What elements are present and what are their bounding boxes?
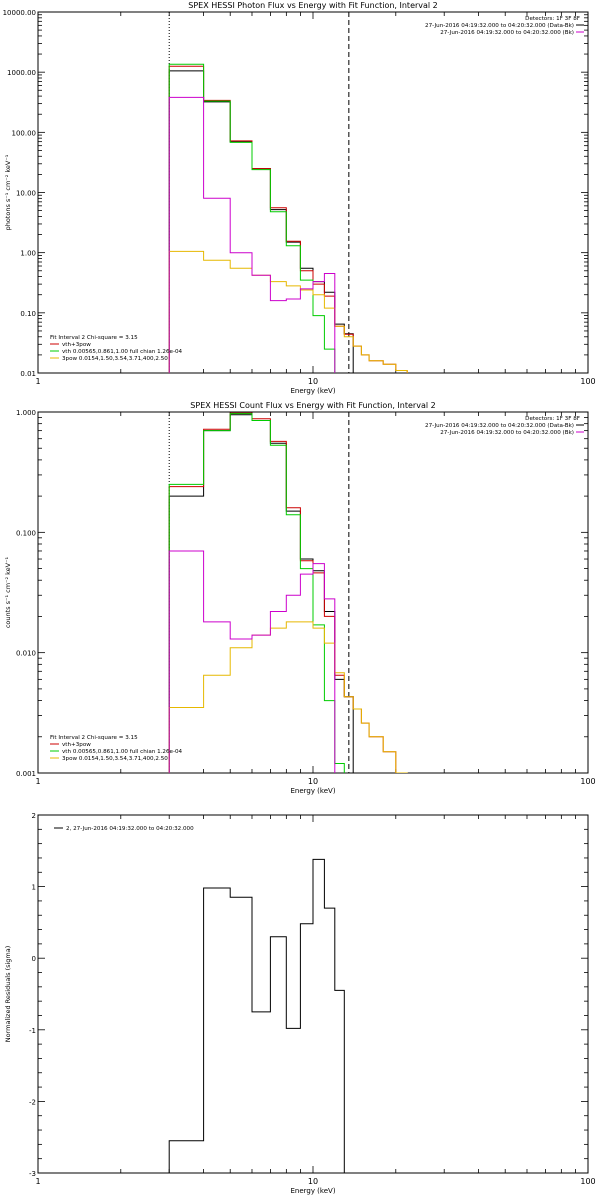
series-line-vth: [168, 413, 345, 773]
y-tick-label: 10.00: [16, 190, 36, 198]
y-axis-label: photons s⁻¹ cm⁻² keV⁻¹: [4, 154, 12, 230]
legend-entry: 27-Jun-2016 04:19:32.000 to 04:20:32.000…: [440, 430, 574, 436]
x-tick-label: 1: [35, 377, 40, 386]
x-tick-label: 10: [308, 1177, 318, 1186]
y-tick-label: 1.00: [20, 250, 36, 258]
x-tick-label: 100: [580, 1177, 595, 1186]
y-tick-label: 0.010: [16, 650, 36, 658]
y-tick-label: 0.10: [20, 310, 36, 318]
x-tick-label: 100: [580, 777, 595, 786]
y-tick-label: 0: [32, 955, 36, 963]
x-tick-label: 1: [35, 777, 40, 786]
legend-entry: 27-Jun-2016 04:19:32.000 to 04:20:32.000…: [425, 23, 574, 29]
series-line-bk: [168, 96, 336, 373]
legend-entry: Fit Interval 2 Chi-square = 3.15: [50, 335, 138, 341]
y-tick-label: -2: [29, 1098, 36, 1106]
y-tick-label: 0.100: [16, 529, 36, 537]
x-axis-label: Energy (keV): [290, 787, 335, 795]
series-line-residuals: [168, 858, 345, 1173]
series-line-data-bk: [168, 70, 354, 373]
y-tick-label: -3: [29, 1170, 36, 1178]
x-tick-label: 100: [580, 377, 595, 386]
chart-panel-1: 1 10 100 Energy (keV) 0.01 0.10 1.00 10.00 100.0…: [3, 1, 596, 395]
detectors-label: Detectors: 1F 3F 8F: [525, 16, 580, 22]
legend-entry: 27-Jun-2016 04:19:32.000 to 04:20:32.000…: [440, 30, 574, 36]
legend-entry: 27-Jun-2016 04:19:32.000 to 04:20:32.000…: [425, 423, 574, 429]
chart-panel-2: 1 10 100 Energy (keV) 0.001 0.010 0.100 1.000 co…: [4, 401, 596, 795]
chart-panel-3: 1 10 100 Energy (keV) -3 -2 -1 0 1 2 Normalized Re…: [4, 812, 596, 1195]
series-line-3pow: [168, 621, 408, 773]
y-axis-label: Normalized Residuals (sigma): [4, 946, 12, 1043]
chart-title: SPEX HESSI Count Flux vs Energy with Fit…: [190, 401, 435, 410]
legend-entry: vth 0.00565,0.861,1.00 full chian 1.26e-…: [62, 349, 183, 355]
y-tick-label: 2: [32, 812, 36, 820]
series-group: [168, 858, 345, 1173]
series-line-data-bk: [168, 414, 354, 773]
x-tick-label: 10: [308, 777, 318, 786]
y-tick-label: 1000.00: [7, 69, 36, 77]
y-tick-label: 100.00: [12, 129, 37, 137]
x-axis-label: Energy (keV): [290, 387, 335, 395]
series-line-3pow: [168, 250, 408, 373]
series-group: [168, 412, 408, 773]
series-line-bk: [168, 550, 336, 773]
x-axis-label: Energy (keV): [290, 1187, 335, 1195]
y-tick-label: 1.000: [16, 409, 36, 417]
plot-frame: [37, 11, 589, 374]
y-tick-label: 0.01: [20, 370, 36, 378]
series-line-vth-3pow: [168, 65, 408, 373]
y-axis-label: counts s⁻¹ cm⁻² keV⁻¹: [4, 556, 12, 628]
series-group: [168, 63, 408, 373]
y-tick-label: 1: [32, 884, 36, 892]
legend-entry: vth+3pow: [62, 342, 91, 348]
legend-entry: vth+3pow: [62, 742, 91, 748]
detectors-label: Detectors: 1F 3F 8F: [525, 416, 580, 422]
y-tick-label: -1: [29, 1027, 36, 1035]
legend-entry: 3pow 0.0154,1.50,3.54,3.71,400,2.50: [62, 756, 168, 762]
y-tick-label: 0.001: [16, 770, 36, 778]
legend-entry: 2, 27-Jun-2016 04:19:32.000 to 04:20:32.…: [66, 826, 194, 832]
legend-entry: vth 0.00565,0.861,1.00 full chian 1.26e-…: [62, 749, 183, 755]
x-tick-label: 10: [308, 377, 318, 386]
legend-entry: Fit Interval 2 Chi-square = 3.15: [50, 735, 138, 741]
series-line-vth: [168, 63, 336, 373]
y-tick-label: 10000.00: [3, 9, 36, 17]
legend-entry: 3pow 0.0154,1.50,3.54,3.71,400,2.50: [62, 356, 168, 362]
series-line-vth-3pow: [168, 412, 408, 773]
x-tick-label: 1: [35, 1177, 40, 1186]
chart-title: SPEX HESSI Photon Flux vs Energy with Fi…: [188, 1, 438, 10]
